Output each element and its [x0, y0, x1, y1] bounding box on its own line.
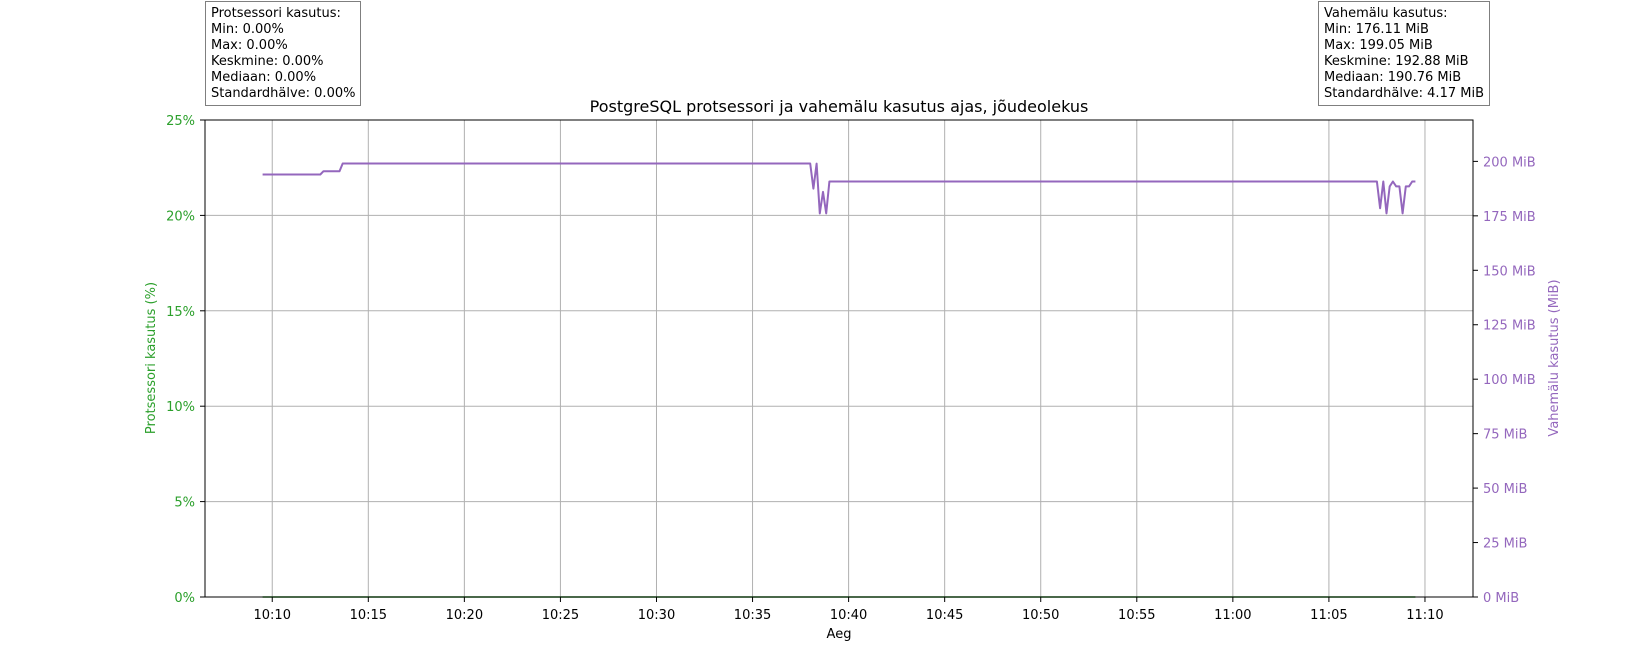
y-right-tick-label: 25 MiB [1483, 537, 1527, 552]
y-right-tick-label: 75 MiB [1483, 428, 1527, 443]
y-right-tick-label: 200 MiB [1483, 155, 1536, 170]
y-left-tick-label: 15% [166, 305, 195, 320]
x-tick-label: 11:10 [1406, 608, 1443, 623]
y-axis-right: 0 MiB 25 MiB 50 MiB 75 MiB 100 MiB 125 MiB 150… [1473, 155, 1536, 606]
y-axis-right-label: Vahemälu kasutus (MiB) [1547, 279, 1562, 436]
x-tick-label: 10:20 [446, 608, 483, 623]
y-right-tick-label: 0 MiB [1483, 591, 1519, 606]
x-tick-label: 11:05 [1310, 608, 1347, 623]
y-right-tick-label: 125 MiB [1483, 319, 1536, 334]
x-axis-label: Aeg [827, 627, 852, 642]
cache-stats-box: Vahemälu kasutus: Min: 176.11 MiB Max: 1… [1318, 1, 1490, 106]
series-layer [262, 162, 1416, 598]
y-left-tick-label: 25% [166, 114, 195, 129]
y-right-tick-label: 175 MiB [1483, 210, 1536, 225]
cache-stats-std: Standardhälve: 4.17 MiB [1324, 86, 1484, 101]
y-left-tick-label: 5% [174, 496, 195, 511]
cache-usage-line [262, 162, 1416, 215]
cpu-stats-box: Protsessori kasutus: Min: 0.00% Max: 0.0… [205, 1, 362, 106]
y-left-tick-label: 20% [166, 209, 195, 224]
x-tick-label: 10:45 [926, 608, 963, 623]
cpu-stats-std: Standardhälve: 0.00% [211, 86, 356, 101]
chart-title: PostgreSQL protsessori ja vahemälu kasut… [590, 97, 1089, 116]
grid [205, 120, 1473, 597]
x-tick-label: 10:55 [1118, 608, 1155, 623]
y-right-tick-label: 100 MiB [1483, 373, 1536, 388]
y-left-tick-label: 0% [174, 591, 195, 606]
cache-stats-max: Max: 199.05 MiB [1324, 38, 1433, 53]
cpu-stats-mean: Keskmine: 0.00% [211, 54, 324, 69]
cpu-stats-median: Mediaan: 0.00% [211, 70, 317, 85]
cpu-stats-title: Protsessori kasutus: [211, 6, 341, 21]
x-axis: 10:10 10:15 10:20 10:25 10:30 10:35 10:40 10:45… [254, 597, 1444, 623]
cpu-stats-min: Min: 0.00% [211, 22, 284, 37]
y-left-tick-label: 10% [166, 400, 195, 415]
x-tick-label: 10:35 [734, 608, 771, 623]
x-tick-label: 10:10 [254, 608, 291, 623]
y-right-tick-label: 150 MiB [1483, 264, 1536, 279]
x-tick-label: 10:40 [830, 608, 867, 623]
plot-frame [204, 119, 1474, 598]
y-axis-left: 0% 5% 10% 15% 20% 25% [166, 114, 205, 606]
x-tick-label: 11:00 [1214, 608, 1251, 623]
cache-stats-title: Vahemälu kasutus: [1324, 6, 1448, 21]
cache-stats-min: Min: 176.11 MiB [1324, 22, 1429, 37]
x-tick-label: 10:30 [638, 608, 675, 623]
x-tick-label: 10:15 [350, 608, 387, 623]
x-tick-label: 10:50 [1022, 608, 1059, 623]
y-axis-left-label: Protsessori kasutus (%) [144, 282, 159, 434]
y-right-tick-label: 50 MiB [1483, 482, 1527, 497]
cache-stats-median: Mediaan: 190.76 MiB [1324, 70, 1462, 85]
x-tick-label: 10:25 [542, 608, 579, 623]
cpu-stats-max: Max: 0.00% [211, 38, 288, 53]
cache-stats-mean: Keskmine: 192.88 MiB [1324, 54, 1469, 69]
